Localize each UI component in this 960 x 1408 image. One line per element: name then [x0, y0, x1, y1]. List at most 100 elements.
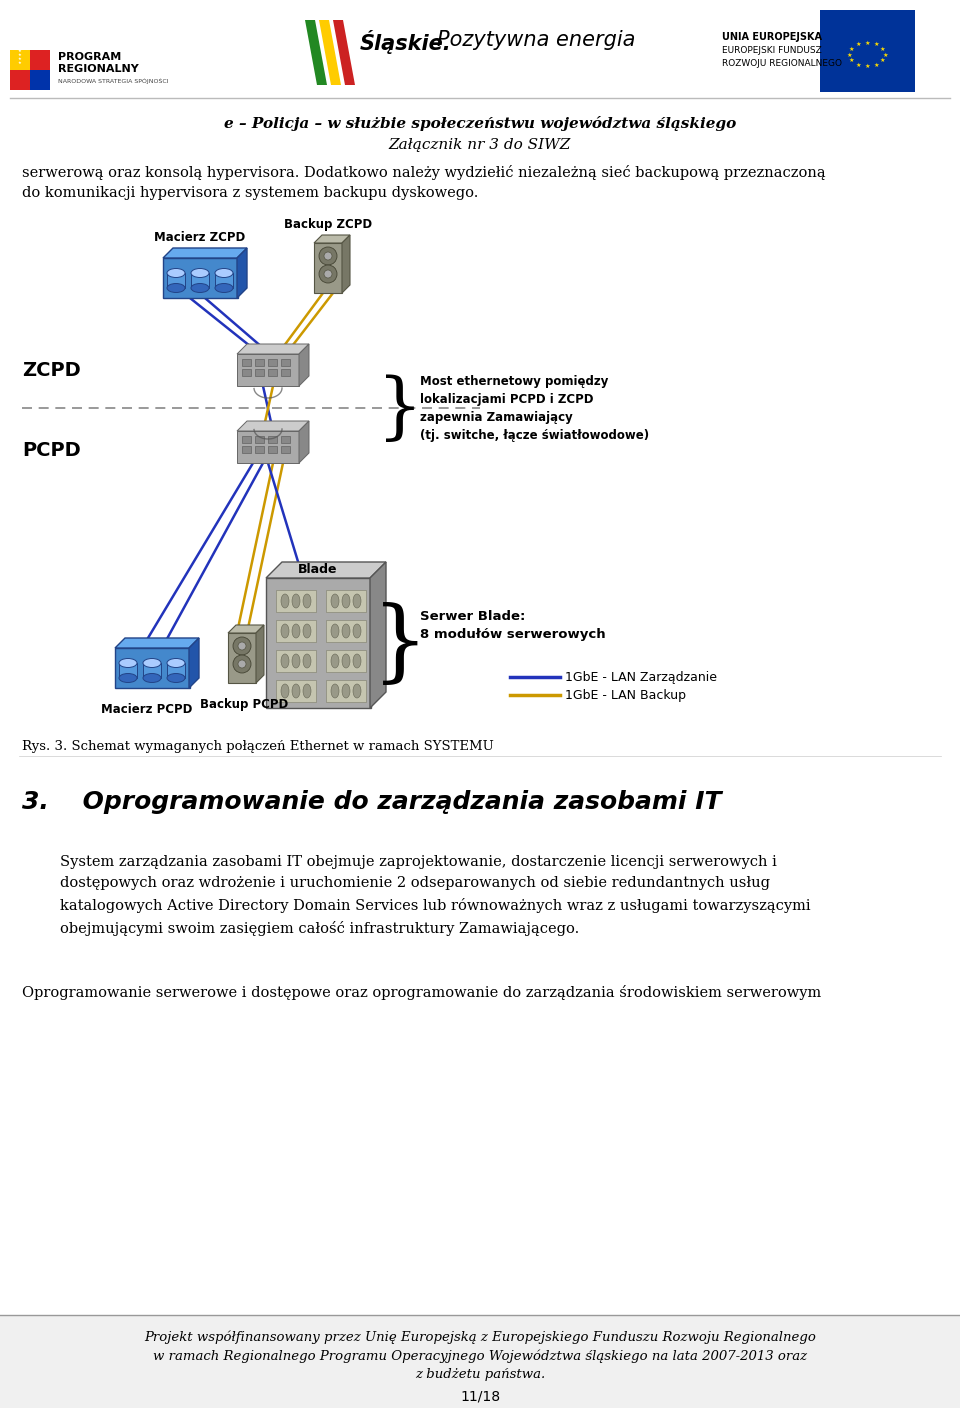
Bar [167, 663, 185, 679]
Text: NARODOWA STRATEGIA SPÓJNOŚCI: NARODOWA STRATEGIA SPÓJNOŚCI [58, 77, 169, 84]
Bar [115, 648, 190, 689]
Polygon shape [370, 562, 386, 708]
Bar [314, 244, 342, 293]
Ellipse shape [281, 684, 289, 698]
Text: PCPD: PCPD [22, 441, 81, 459]
Polygon shape [299, 421, 309, 463]
Bar [191, 273, 209, 289]
Ellipse shape [303, 624, 311, 638]
Text: ★: ★ [874, 62, 878, 68]
Text: ★: ★ [855, 42, 861, 48]
Bar [268, 446, 277, 453]
Ellipse shape [303, 684, 311, 698]
Text: PROGRAM
REGIONALNY: PROGRAM REGIONALNY [58, 52, 139, 73]
Text: ★: ★ [18, 56, 22, 61]
Bar [10, 51, 30, 70]
Polygon shape [189, 638, 199, 689]
Bar [276, 650, 316, 672]
Bar [237, 353, 299, 386]
Text: Most ethernetowy pomiędzy
lokalizacjami PCPD i ZCPD
zapewnia Zamawiający
(tj. sw: Most ethernetowy pomiędzy lokalizacjami … [420, 375, 649, 442]
Text: ★: ★ [18, 61, 22, 65]
Bar [242, 446, 251, 453]
Bar [242, 359, 251, 366]
Polygon shape [314, 235, 350, 244]
Polygon shape [237, 344, 309, 353]
Circle shape [324, 252, 332, 260]
Ellipse shape [292, 684, 300, 698]
Ellipse shape [167, 659, 185, 667]
Text: Macierz PCPD: Macierz PCPD [102, 703, 193, 717]
Polygon shape [237, 248, 247, 298]
Bar [143, 663, 161, 679]
Text: ★: ★ [864, 41, 870, 46]
Circle shape [238, 642, 246, 650]
Circle shape [319, 265, 337, 283]
Bar [268, 436, 277, 444]
Bar [242, 436, 251, 444]
Ellipse shape [119, 659, 137, 667]
Text: e – Policja – w służbie społeczeństwu województwa śląskiego: e – Policja – w służbie społeczeństwu wo… [224, 115, 736, 131]
Bar [281, 436, 290, 444]
Bar [30, 70, 50, 90]
Ellipse shape [191, 269, 209, 277]
Ellipse shape [303, 653, 311, 667]
Bar [255, 436, 264, 444]
Bar [268, 359, 277, 366]
Ellipse shape [331, 594, 339, 608]
Bar [276, 620, 316, 642]
Text: EUROPEJSKI FUNDUSZ: EUROPEJSKI FUNDUSZ [722, 46, 822, 55]
Ellipse shape [281, 624, 289, 638]
Text: 3.  Oprogramowanie do zarządzania zasobami IT: 3. Oprogramowanie do zarządzania zasobam… [22, 790, 722, 814]
Ellipse shape [292, 594, 300, 608]
Text: ZCPD: ZCPD [22, 360, 81, 380]
Text: 1GbE - LAN Zarządzanie: 1GbE - LAN Zarządzanie [565, 670, 717, 683]
Ellipse shape [215, 283, 233, 293]
Circle shape [233, 636, 251, 655]
Text: Rys. 3. Schemat wymaganych połączeń Ethernet w ramach SYSTEMU: Rys. 3. Schemat wymaganych połączeń Ethe… [22, 741, 493, 753]
Bar [10, 70, 30, 90]
Ellipse shape [281, 594, 289, 608]
Bar [0, 1315, 960, 1408]
Bar [30, 51, 50, 70]
Text: Śląskie.: Śląskie. [360, 30, 451, 54]
Text: 11/18: 11/18 [460, 1390, 500, 1404]
Ellipse shape [119, 673, 137, 683]
Bar [228, 634, 256, 683]
Polygon shape [266, 562, 386, 579]
Polygon shape [237, 421, 309, 431]
Circle shape [233, 655, 251, 673]
Text: ★: ★ [879, 46, 885, 52]
Bar [276, 680, 316, 703]
Bar [820, 10, 915, 92]
Bar [255, 359, 264, 366]
Ellipse shape [281, 653, 289, 667]
Bar [163, 258, 238, 298]
Ellipse shape [292, 653, 300, 667]
Ellipse shape [342, 653, 350, 667]
Text: ★: ★ [882, 52, 888, 58]
Ellipse shape [143, 659, 161, 667]
Ellipse shape [167, 673, 185, 683]
Ellipse shape [215, 269, 233, 277]
Ellipse shape [353, 594, 361, 608]
Polygon shape [305, 20, 327, 84]
Text: UNIA EUROPEJSKA: UNIA EUROPEJSKA [722, 32, 822, 42]
Ellipse shape [167, 283, 185, 293]
Ellipse shape [331, 624, 339, 638]
Bar [255, 369, 264, 376]
Ellipse shape [353, 684, 361, 698]
Text: Załącznik nr 3 do SIWZ: Załącznik nr 3 do SIWZ [389, 138, 571, 152]
Text: ★: ★ [849, 58, 854, 63]
Text: Backup ZCPD: Backup ZCPD [284, 218, 372, 231]
Circle shape [319, 246, 337, 265]
Text: ★: ★ [864, 65, 870, 69]
Polygon shape [319, 20, 341, 84]
Ellipse shape [331, 684, 339, 698]
Bar [326, 590, 366, 612]
Ellipse shape [191, 283, 209, 293]
Text: ★: ★ [18, 54, 22, 56]
Ellipse shape [303, 594, 311, 608]
Text: Oprogramowanie serwerowe i dostępowe oraz oprogramowanie do zarządzania środowis: Oprogramowanie serwerowe i dostępowe ora… [22, 986, 821, 1000]
Text: ★: ★ [18, 49, 22, 54]
Bar [281, 369, 290, 376]
